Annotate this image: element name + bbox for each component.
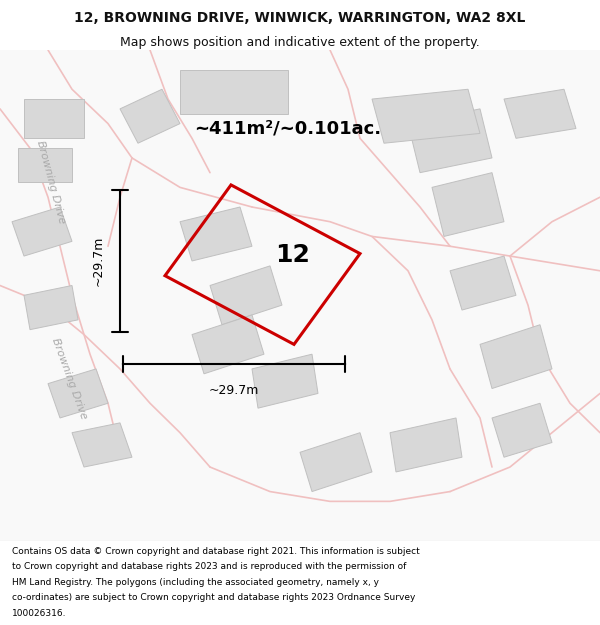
Text: Browning Drive: Browning Drive [35,140,67,225]
Text: to Crown copyright and database rights 2023 and is reproduced with the permissio: to Crown copyright and database rights 2… [12,562,406,571]
Text: Map shows position and indicative extent of the property.: Map shows position and indicative extent… [120,36,480,49]
Polygon shape [180,69,288,114]
Polygon shape [12,207,72,256]
Text: ~29.7m: ~29.7m [92,236,105,286]
Polygon shape [72,423,132,467]
Text: 100026316.: 100026316. [12,609,67,618]
Text: Contains OS data © Crown copyright and database right 2021. This information is : Contains OS data © Crown copyright and d… [12,546,420,556]
Polygon shape [24,286,78,329]
Text: Browning Drive: Browning Drive [50,337,88,421]
Polygon shape [48,369,108,418]
Text: ~29.7m: ~29.7m [209,384,259,397]
Polygon shape [24,99,84,138]
Polygon shape [192,315,264,374]
Polygon shape [492,403,552,458]
Polygon shape [408,109,492,172]
Polygon shape [372,89,480,143]
Polygon shape [504,89,576,138]
Polygon shape [432,173,504,236]
Polygon shape [180,207,252,261]
Polygon shape [480,325,552,389]
Text: 12, BROWNING DRIVE, WINWICK, WARRINGTON, WA2 8XL: 12, BROWNING DRIVE, WINWICK, WARRINGTON,… [74,11,526,25]
Polygon shape [210,266,282,325]
Polygon shape [300,432,372,491]
Text: ~411m²/~0.101ac.: ~411m²/~0.101ac. [194,119,382,138]
Polygon shape [450,256,516,310]
Text: HM Land Registry. The polygons (including the associated geometry, namely x, y: HM Land Registry. The polygons (includin… [12,578,379,587]
Polygon shape [18,148,72,182]
Polygon shape [390,418,462,472]
Polygon shape [120,89,180,143]
Text: 12: 12 [275,243,310,267]
Polygon shape [252,354,318,408]
Text: co-ordinates) are subject to Crown copyright and database rights 2023 Ordnance S: co-ordinates) are subject to Crown copyr… [12,593,415,602]
